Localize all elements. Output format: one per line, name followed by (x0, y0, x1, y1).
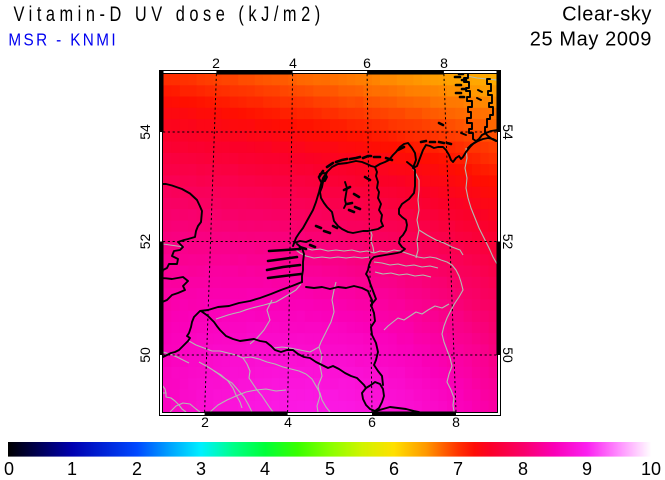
svg-text:8: 8 (440, 55, 448, 71)
svg-text:Vitamin-D UV dose (kJ/m2): Vitamin-D UV dose (kJ/m2) (14, 2, 325, 25)
svg-text:52: 52 (500, 234, 516, 250)
svg-text:9: 9 (582, 459, 592, 479)
svg-text:2: 2 (132, 459, 142, 479)
svg-text:8: 8 (452, 414, 460, 430)
svg-text:6: 6 (368, 414, 376, 430)
svg-text:52: 52 (137, 234, 153, 250)
svg-text:2: 2 (201, 414, 209, 430)
svg-text:1: 1 (67, 459, 77, 479)
svg-text:4: 4 (289, 55, 297, 71)
svg-text:7: 7 (453, 459, 463, 479)
svg-text:10: 10 (641, 459, 661, 479)
svg-text:6: 6 (363, 55, 371, 71)
svg-text:4: 4 (260, 459, 270, 479)
svg-text:4: 4 (284, 414, 292, 430)
svg-text:Clear-sky: Clear-sky (562, 3, 652, 25)
svg-text:54: 54 (137, 124, 153, 140)
svg-text:2: 2 (212, 55, 220, 71)
svg-text:3: 3 (196, 459, 206, 479)
svg-text:5: 5 (325, 459, 335, 479)
svg-text:0: 0 (4, 459, 14, 479)
svg-text:50: 50 (137, 347, 153, 363)
svg-text:6: 6 (389, 459, 399, 479)
svg-text:8: 8 (518, 459, 528, 479)
svg-text:54: 54 (500, 124, 516, 140)
svg-text:MSR - KNMI: MSR - KNMI (8, 30, 118, 50)
svg-text:50: 50 (500, 347, 516, 363)
svg-text:25 May 2009: 25 May 2009 (530, 29, 652, 51)
